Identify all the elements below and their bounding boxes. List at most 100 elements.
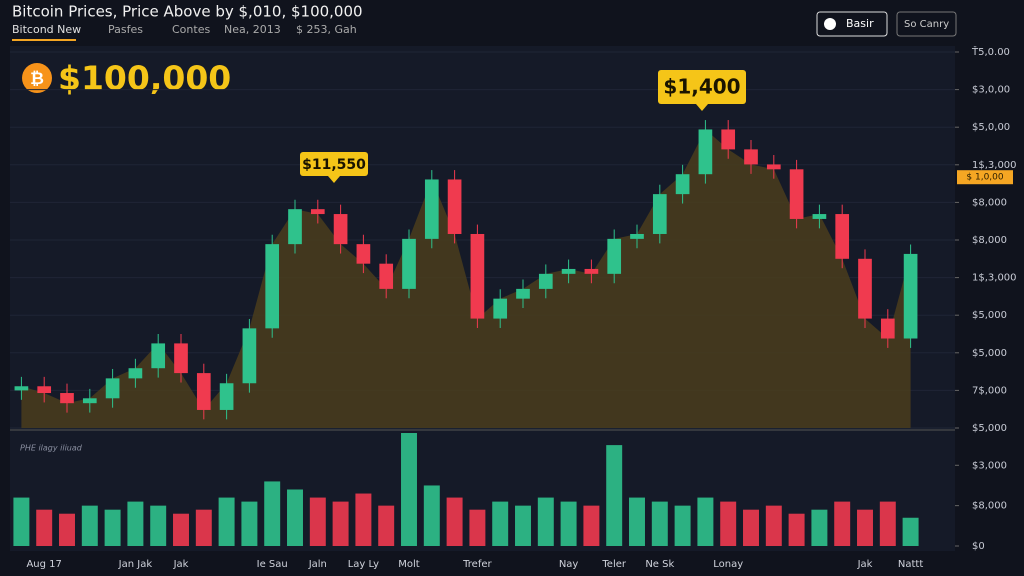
y-tick-label: $5,0,00 [972,122,1010,133]
candle-body [493,298,508,319]
volume-bar [697,497,714,546]
volume-bar [515,505,531,546]
volume-bar [332,501,349,546]
candle-body [584,268,599,274]
x-tick-label: Molt [398,559,420,570]
annotation-label: $11,550 [302,157,366,173]
candle-body [470,233,485,319]
y-tick-label: $5,000 [972,310,1007,321]
candle-body [356,244,371,264]
last-price-label: $ 1,0,00 [966,173,1003,183]
volume-bar [127,501,144,546]
y-tick-label: 1$,3,000 [972,160,1017,171]
volume-bar [720,501,737,546]
candle-body [310,209,325,215]
x-tick-label: Jak [857,559,873,570]
coin-icon [22,63,52,93]
candle-body [424,179,439,239]
volume-bar [606,445,623,546]
candle-body [652,194,667,234]
candle-body [105,378,120,399]
y-tick-label: $5,000 [972,348,1007,359]
volume-bar [537,497,554,546]
candle-body [242,328,257,384]
x-tick-label: Trefer [462,559,492,570]
x-tick-label: Aug 17 [26,559,61,570]
y-tick-label: $0 [972,541,985,552]
volume-bar [879,501,896,546]
candle-body [14,386,29,391]
x-tick-label: Jak [173,559,189,570]
volume-bar [629,497,645,546]
volume-label: PHE ilagy iliuad [20,444,83,453]
candle-body [196,373,211,410]
volume-bar [811,509,828,546]
candle-body [288,209,302,245]
headline-price: $100,000 [58,59,231,98]
volume-bar [13,497,30,546]
button[interactable] [816,11,888,37]
candle-body [265,244,280,329]
volume-bar [173,513,189,546]
volume-bar [309,497,326,546]
candle-body [630,233,644,239]
volume-bar [492,501,509,546]
candle-body [60,393,74,404]
tab[interactable]: Pasfes [108,23,143,36]
tab[interactable]: Contes [172,23,210,36]
y-tick-label: $8,000 [972,197,1007,208]
button[interactable] [896,11,957,37]
candle-body [675,174,690,195]
volume-bar [150,505,167,546]
tab[interactable]: Nea, 2013 [224,23,281,36]
candle-body [766,164,781,170]
tab-underline [12,39,76,41]
last-price-box [957,170,1013,185]
y-tick-label: 1$,3,000 [972,273,1017,284]
x-tick-label: Ie Sau [257,559,288,570]
volume-bar [560,501,577,546]
volume-bar [104,509,121,546]
x-tick-label: Jaln [308,559,327,570]
candle-body [128,368,143,379]
button-label: Basir [846,17,874,30]
volume-bar [36,509,53,546]
button-icon [824,18,836,30]
candle-body [744,149,758,165]
y-tick-label: $3,0,00 [972,85,1010,96]
candle-body [812,214,827,219]
candle-body [151,343,166,369]
candle-body [219,383,234,410]
candle-body [402,238,416,289]
candle-body [379,263,394,289]
volume-bar [378,505,395,546]
candle-body [82,398,97,404]
candle-body [333,214,348,245]
x-tick-label: Ne Sk [645,559,674,570]
candle-body [607,238,622,274]
candle-body [698,129,713,175]
candle-body [858,258,872,319]
volume-bar [355,493,372,546]
volume-bar [902,517,919,546]
y-tick-label: $8,000 [972,235,1007,246]
volume-bar [81,505,98,546]
volume-bar [241,501,258,546]
volume-bar [195,509,212,546]
candle-body [835,214,850,259]
coin-symbol: ₿ [30,69,44,89]
tab[interactable]: Bitcond New [12,23,81,36]
tab[interactable]: $ 253, Gah [296,23,357,36]
volume-bar [469,509,486,546]
volume-bar [59,513,75,546]
annotation-box [658,70,746,104]
volume-bar [583,505,600,546]
volume-bar [743,509,759,546]
volume-bar [674,505,691,546]
volume-bar [834,501,851,546]
x-tick-label: Teler [601,559,626,570]
volume-bar [287,489,303,546]
candle-body [174,343,188,374]
